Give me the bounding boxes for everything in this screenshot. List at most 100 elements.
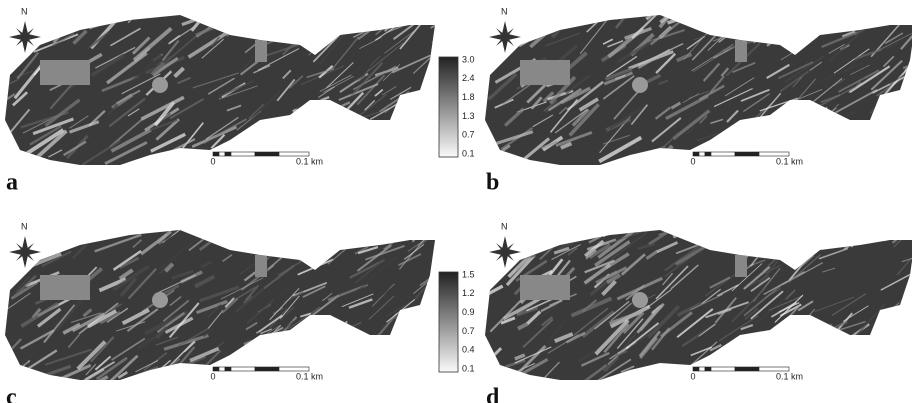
terrain-streak [527,5,540,17]
terrain-streak [859,144,890,156]
terrain-streak [886,126,899,137]
terrain-streak [361,127,399,140]
terrain-streak [278,18,302,33]
terrain-streak [391,121,399,127]
terrain-streak [874,153,884,157]
terrain-streak [308,118,319,123]
terrain-streak [814,216,835,240]
scale-segment [225,152,231,156]
scale-segment [699,367,705,371]
terrain-streak [344,136,354,145]
terrain-streak [732,0,768,32]
terrain-streak [394,363,412,371]
map-raster [0,188,473,385]
terrain-streak [259,220,274,235]
terrain-streak [768,218,784,226]
terrain-streak [573,2,583,13]
terrain-streak [733,27,743,33]
flat-area [632,77,648,93]
scale-segment [255,152,279,156]
compass-star [489,236,521,268]
terrain-streak [431,240,467,268]
terrain-streak [769,128,786,142]
terrain-streak [438,7,449,16]
terrain-streak [227,218,261,241]
terrain-streak [353,367,366,378]
terrain-streak [520,0,552,21]
terrain-streak [728,226,758,251]
terrain-streak [854,140,872,159]
color-legend: 1.51.20.90.70.40.1 [439,269,475,373]
terrain-streak [167,209,192,230]
terrain-streak [753,28,782,43]
terrain-streak [821,228,841,237]
legend-tick-label: 0.7 [462,326,475,336]
terrain-streak [434,249,466,261]
terrain-streak [793,329,806,338]
terrain-streak [394,331,417,349]
terrain-streak [92,220,116,237]
terrain-streak [821,130,837,141]
terrain-streak [852,144,862,153]
terrain-streak [757,126,778,140]
terrain-streak [803,235,823,248]
terrain-streak [804,104,838,139]
terrain-streak [268,205,302,237]
terrain-streak [357,201,396,227]
terrain-streak [655,146,672,163]
terrain-streak [358,232,389,243]
terrain-streak [807,329,819,337]
terrain-streak [389,132,436,148]
terrain-streak [619,7,628,16]
terrain-streak [272,120,287,126]
terrain-streak [400,370,425,382]
terrain-streak [214,369,248,382]
scale-start: 0 [690,156,695,166]
legend-tick-label: 1.5 [462,269,475,279]
north-arrow [9,236,41,268]
terrain-streak [809,337,828,346]
terrain-streak [60,9,77,29]
terrain-streak [322,348,352,362]
terrain-streak [239,359,271,384]
scale-segment [255,367,279,371]
terrain-streak [523,221,532,231]
north-arrow [489,236,521,268]
terrain-streak [406,101,436,120]
terrain-streak [771,109,808,129]
terrain-streak [293,30,307,45]
terrain-streak [423,206,467,229]
legend-tick-label: 1.8 [462,92,475,102]
terrain-streak [364,207,385,228]
terrain-streak [149,206,184,230]
panel-letter: d [486,385,500,403]
terrain-streak [324,132,348,143]
terrain-streak [309,119,325,134]
terrain-streak [317,30,331,35]
scale-segment [705,152,711,156]
terrain-streak [400,3,419,19]
flat-area [735,40,747,62]
terrain-streak [835,344,868,377]
terrain-streak [893,143,912,164]
scale-segment [699,152,705,156]
scale-segment [231,367,255,371]
scale-segment [219,152,225,156]
terrain-streak [175,0,210,13]
terrain-streak [784,204,820,231]
terrain-streak [483,231,511,245]
terrain-streak [608,225,617,233]
legend-tick-label: 1.3 [462,111,475,121]
terrain-streak [424,219,443,231]
compass-star [489,21,521,53]
terrain-streak [803,213,840,227]
terrain-streak [668,12,701,23]
terrain-streak [328,215,358,250]
north-arrow [489,21,521,53]
terrain-streak [0,142,15,157]
terrain-streak [269,344,307,365]
terrain-streak [179,216,194,229]
scale-segment [735,152,759,156]
terrain-streak [383,147,403,158]
terrain-streak [790,112,806,118]
